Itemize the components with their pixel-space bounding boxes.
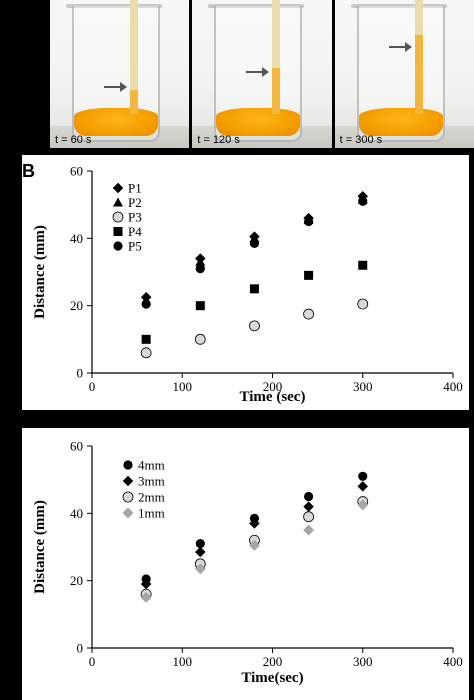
beaker-rim xyxy=(208,4,305,8)
data-point xyxy=(195,539,205,549)
chart-panel-b: 0 100 200 300 400 0 20 40 60 Time (sec) Distance (… xyxy=(0,155,474,410)
x-tick-label: 200 xyxy=(263,654,283,669)
data-point xyxy=(194,333,206,345)
photo-strip: t = 60 s t = 120 s t = 300 s xyxy=(50,0,474,148)
data-point xyxy=(304,270,314,280)
data-point xyxy=(195,301,205,311)
legend-label: P1 xyxy=(128,181,142,196)
arrow-icon xyxy=(246,67,270,77)
legend-marker xyxy=(123,460,133,470)
legend-label: 1mm xyxy=(138,506,165,521)
data-point xyxy=(141,334,151,344)
photo-t120: t = 120 s xyxy=(192,0,332,148)
x-tick-label: 100 xyxy=(173,654,193,669)
data-point xyxy=(304,216,314,227)
paper-strip xyxy=(130,0,138,114)
arrow-icon xyxy=(104,82,127,92)
arrow-icon xyxy=(388,42,412,52)
data-point xyxy=(357,481,369,492)
legend-marker xyxy=(113,197,123,207)
chart-panel-c: 0 100 200 300 400 0 20 40 60 Time(sec) Distance (m… xyxy=(0,410,474,700)
legend-label: P2 xyxy=(128,195,142,210)
data-point xyxy=(357,298,369,310)
legend-marker xyxy=(112,211,124,223)
photo-t60: t = 60 s xyxy=(50,0,190,148)
data-point xyxy=(358,196,368,206)
x-tick-label: 0 xyxy=(89,379,96,394)
chart-b-svg: 0 100 200 300 400 0 20 40 60 Time (sec) Distance (… xyxy=(22,155,469,410)
data-point xyxy=(195,256,206,266)
data-point xyxy=(249,320,260,332)
y-tick-label: 20 xyxy=(70,573,83,588)
photo-caption: t = 300 s xyxy=(339,134,383,146)
legend-label: P3 xyxy=(128,210,142,225)
y-tick-label: 60 xyxy=(70,439,83,454)
data-point xyxy=(194,563,206,575)
y-tick-label: 0 xyxy=(77,366,84,381)
wet-front xyxy=(414,35,423,114)
plot-area xyxy=(92,171,453,373)
y-tick-label: 40 xyxy=(70,231,83,246)
data-points xyxy=(140,471,369,603)
data-point xyxy=(357,499,369,511)
data-point xyxy=(303,308,315,320)
y-tick-label: 40 xyxy=(70,506,83,521)
legend-label: 4mm xyxy=(138,458,165,473)
panel-label-c: C xyxy=(24,412,37,432)
plot-area xyxy=(92,446,453,648)
photo-t300: t = 300 s xyxy=(334,0,474,148)
y-tick-label: 60 xyxy=(70,164,83,179)
chart-c-svg: 0 100 200 300 400 0 20 40 60 Time(sec) Distance (m… xyxy=(22,428,469,700)
data-point xyxy=(140,592,152,603)
x-tick-label: 400 xyxy=(443,379,463,394)
data-point xyxy=(249,518,260,529)
legend-marker xyxy=(122,507,134,519)
wet-front xyxy=(272,68,281,114)
data-point xyxy=(249,284,259,294)
x-tick-label: 200 xyxy=(263,379,283,394)
wet-front xyxy=(130,90,138,114)
data-point xyxy=(303,524,314,536)
photo-caption: t = 60 s xyxy=(55,134,92,146)
data-point xyxy=(304,491,314,502)
beaker-rim xyxy=(350,4,447,8)
data-point xyxy=(194,546,206,558)
data-point xyxy=(303,511,315,523)
data-point xyxy=(249,238,260,248)
legend-marker xyxy=(122,475,134,487)
data-points xyxy=(140,190,369,359)
legend-marker xyxy=(122,491,134,503)
orange-liquid xyxy=(358,108,443,136)
data-point xyxy=(195,264,205,274)
data-point xyxy=(141,299,151,309)
legend-label: P4 xyxy=(128,224,142,239)
y-axis-label: Distance (mm) xyxy=(32,225,48,319)
orange-liquid xyxy=(74,108,158,136)
x-axis-label: Time(sec) xyxy=(241,670,303,686)
y-axis-label: Distance (mm) xyxy=(32,500,48,594)
photo-caption: t = 120 s xyxy=(197,134,240,146)
legend-label: 2mm xyxy=(138,490,165,505)
legend-marker xyxy=(113,241,123,251)
data-point xyxy=(140,347,152,359)
legend-label: 3mm xyxy=(138,474,165,489)
y-tick-label: 0 xyxy=(77,641,84,656)
x-tick-label: 100 xyxy=(173,379,193,394)
legend-marker xyxy=(112,182,124,194)
panel-label-b: B xyxy=(22,161,35,181)
data-point xyxy=(249,539,260,551)
y-tick-label: 20 xyxy=(70,298,83,313)
legend-label: P5 xyxy=(128,239,142,254)
x-tick-label: 0 xyxy=(89,654,96,669)
legend-marker xyxy=(113,227,123,236)
x-tick-label: 300 xyxy=(353,379,373,394)
x-tick-label: 300 xyxy=(353,654,373,669)
x-axis-label: Time (sec) xyxy=(240,389,306,405)
paper-strip xyxy=(272,0,281,114)
beaker-rim xyxy=(66,4,162,8)
data-point xyxy=(358,260,368,270)
data-point xyxy=(358,471,368,481)
x-tick-label: 400 xyxy=(443,654,463,669)
orange-liquid xyxy=(216,108,301,136)
